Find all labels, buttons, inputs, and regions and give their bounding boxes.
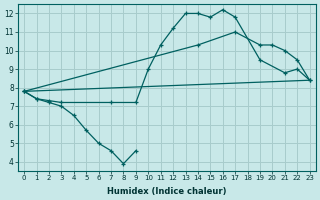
X-axis label: Humidex (Indice chaleur): Humidex (Indice chaleur) [107,187,227,196]
